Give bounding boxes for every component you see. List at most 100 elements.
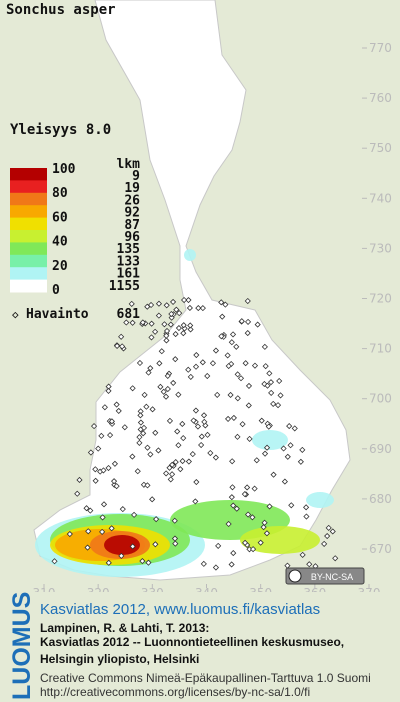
legend-swatch xyxy=(10,192,47,206)
observation-marker xyxy=(228,494,235,501)
observation-marker xyxy=(325,524,332,531)
legend-swatch xyxy=(10,180,47,194)
legend-scale-label: 20 xyxy=(52,259,68,274)
observation-marker xyxy=(233,343,240,350)
license: Creative Commons Nimeä-Epäkaupallinen-Ta… xyxy=(40,671,371,685)
observation-marker xyxy=(204,372,211,380)
observation-marker xyxy=(229,458,236,465)
observation-marker xyxy=(119,343,126,350)
observation-marker xyxy=(87,507,94,514)
observation-marker xyxy=(251,485,258,492)
observation-marker xyxy=(284,453,291,460)
observation-marker xyxy=(263,530,271,537)
license-url[interactable]: http://creativecommons.org/licenses/by-n… xyxy=(40,685,310,699)
observation-marker xyxy=(193,351,200,359)
observation-marker xyxy=(324,532,331,540)
observation-marker xyxy=(145,369,152,376)
logo: LUOMUS xyxy=(8,592,36,700)
observation-marker xyxy=(299,551,306,558)
observation-marker xyxy=(185,366,192,373)
observation-marker xyxy=(121,424,128,431)
observation-marker xyxy=(257,539,264,546)
legend-count: 92 xyxy=(124,206,140,221)
observation-marker xyxy=(179,420,186,428)
y-axis-label: 740 xyxy=(369,191,392,205)
observation-marker xyxy=(185,458,192,465)
observation-marker xyxy=(169,471,176,478)
observation-marker xyxy=(251,362,259,369)
observation-marker xyxy=(74,490,81,497)
observation-marker xyxy=(171,517,178,524)
observation-symbol: ◇ xyxy=(12,308,19,321)
observation-marker xyxy=(209,360,217,367)
link[interactable]: Kasviatlas 2012, www.luomus.fi/kasviatla… xyxy=(40,601,320,618)
observation-marker xyxy=(147,451,154,458)
heat-area xyxy=(252,430,288,450)
observation-marker xyxy=(147,365,154,372)
observation-marker xyxy=(144,482,151,489)
legend-scale-label: 0 xyxy=(52,283,60,298)
observation-marker xyxy=(164,372,171,379)
observation-marker xyxy=(263,444,271,451)
legend-swatch xyxy=(10,205,47,219)
observation-marker xyxy=(169,461,176,468)
y-axis-label: 700 xyxy=(369,392,392,406)
observation-marker xyxy=(136,439,143,446)
legend-count: 161 xyxy=(117,267,141,282)
observation-marker xyxy=(277,392,284,399)
observation-marker xyxy=(244,297,251,305)
observation-marker xyxy=(267,379,275,386)
observation-marker xyxy=(105,559,112,566)
observation-marker xyxy=(261,343,268,350)
observation-label: Havainto xyxy=(26,307,89,322)
observation-marker xyxy=(268,389,275,396)
observation-marker xyxy=(134,468,141,475)
observation-marker xyxy=(260,524,267,531)
observation-marker xyxy=(180,296,188,304)
observation-marker xyxy=(163,337,170,344)
citation: Helsingin yliopisto, Helsinki xyxy=(40,652,199,666)
observation-marker xyxy=(261,519,268,526)
observation-marker xyxy=(258,417,265,424)
observation-marker xyxy=(170,298,177,305)
observation-marker xyxy=(176,310,183,317)
observation-marker xyxy=(95,445,102,452)
observation-marker xyxy=(287,442,294,449)
observation-marker xyxy=(108,525,115,532)
legend-swatch xyxy=(10,242,47,256)
observation-marker xyxy=(87,449,94,456)
observation-marker xyxy=(128,300,135,307)
observation-marker xyxy=(140,424,148,431)
observation-marker xyxy=(155,447,162,454)
legend-scale-label: 100 xyxy=(52,162,76,177)
observation-marker xyxy=(225,520,232,528)
observation-marker xyxy=(270,471,277,478)
observation-marker xyxy=(155,300,163,307)
observation-marker xyxy=(168,310,175,318)
observation-marker xyxy=(92,477,99,484)
observation-marker xyxy=(83,505,90,512)
observation-marker xyxy=(218,333,225,340)
legend-count: 19 xyxy=(124,181,140,196)
observation-marker xyxy=(100,501,108,508)
observation-marker xyxy=(101,404,108,411)
observation-marker xyxy=(266,370,273,377)
observation-marker xyxy=(129,319,136,326)
observation-marker xyxy=(153,516,160,523)
observation-marker xyxy=(238,318,245,325)
observation-marker xyxy=(244,330,251,337)
observation-marker xyxy=(228,561,235,568)
legend-swatch xyxy=(10,217,47,231)
observation-marker xyxy=(172,540,179,547)
y-axis-label: 690 xyxy=(369,442,392,456)
observation-marker xyxy=(187,373,194,380)
observation-marker xyxy=(215,542,222,549)
observation-marker xyxy=(299,446,306,453)
legend-scale-label: 60 xyxy=(52,210,68,225)
y-axis-label: 670 xyxy=(369,542,392,556)
legend-swatch xyxy=(10,254,47,268)
observation-marker xyxy=(108,418,115,425)
observation-marker xyxy=(227,391,234,399)
observation-marker xyxy=(237,375,245,382)
